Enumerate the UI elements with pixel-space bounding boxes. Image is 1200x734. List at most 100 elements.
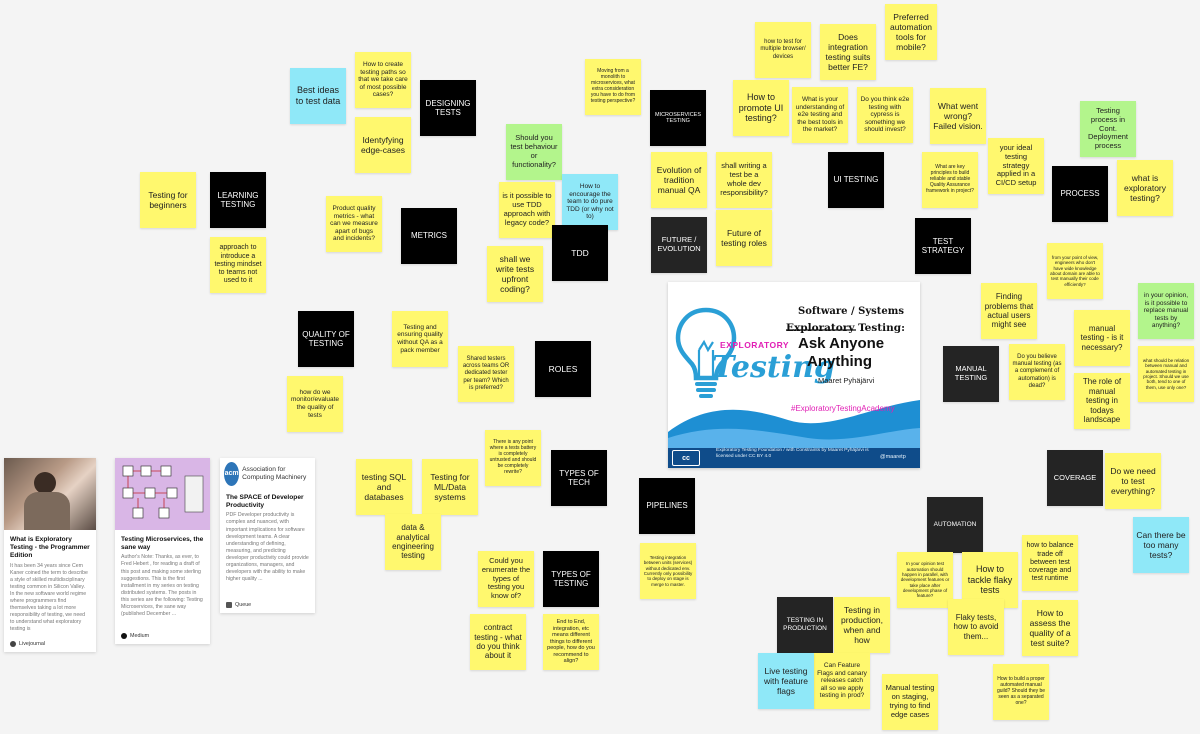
note-live-testing-feature-flags[interactable]: Live testing with feature flags bbox=[758, 653, 814, 709]
note-testing-ml[interactable]: Testing for ML/Data systems bbox=[422, 459, 478, 515]
presentation-slide[interactable]: EXPLORATORY Testing Software / Systems E… bbox=[668, 282, 920, 468]
note-your-ideal-testing-strategy[interactable]: your ideal testing strategy applied in a… bbox=[988, 138, 1044, 194]
note-test-behaviour[interactable]: Should you test behaviour or functionali… bbox=[506, 124, 562, 180]
note-text: Can there be too many tests? bbox=[1136, 529, 1186, 560]
note-integration-testing-fe[interactable]: Does integration testing suits better FE… bbox=[820, 24, 876, 80]
label-future-evolution[interactable]: FUTURE / EVOLUTION bbox=[651, 217, 707, 273]
note-text: in your opinion, is it possible to repla… bbox=[1143, 291, 1189, 330]
note-text: Can Feature Flags and canary releases ca… bbox=[817, 661, 867, 700]
label-manual-testing[interactable]: MANUAL TESTING bbox=[943, 346, 999, 402]
note-believe-manual-testing[interactable]: Do you believe manual testing (as a comp… bbox=[1009, 344, 1065, 400]
card-testing-microservices[interactable]: Testing Microservices, the sane way Auth… bbox=[115, 458, 210, 644]
note-text: FUTURE / EVOLUTION bbox=[657, 235, 701, 253]
note-testing-sql[interactable]: testing SQL and databases bbox=[356, 459, 412, 515]
note-end-to-end-integration[interactable]: End to End, integration, etc means diffe… bbox=[543, 614, 599, 670]
note-testing-process-cd[interactable]: Testing process in Cont. Deployment proc… bbox=[1080, 101, 1136, 157]
label-designing-tests[interactable]: DESIGNING TESTS bbox=[420, 80, 476, 136]
note-monitor-quality[interactable]: how do we monitor/evaluate the quality o… bbox=[287, 376, 343, 432]
note-contract-testing[interactable]: contract testing - what do you think abo… bbox=[470, 614, 526, 670]
note-evolution-manual-qa[interactable]: Evolution of tradition manual QA bbox=[651, 152, 707, 208]
label-coverage[interactable]: COVERAGE bbox=[1047, 450, 1103, 506]
label-metrics[interactable]: METRICS bbox=[401, 208, 457, 264]
note-automation-parallel[interactable]: In your opinion test automation should h… bbox=[897, 552, 953, 608]
label-learning-testing[interactable]: LEARNING TESTING bbox=[210, 172, 266, 228]
note-testing-integration-units[interactable]: Testing integration between units (servi… bbox=[640, 543, 696, 599]
note-text: Do you believe manual testing (as a comp… bbox=[1012, 354, 1062, 389]
note-manual-testing-necessary[interactable]: manual testing - is it necessary? bbox=[1074, 310, 1130, 366]
note-text: how to balance trade off between test co… bbox=[1026, 542, 1074, 583]
note-text: shall we write tests upfront coding? bbox=[495, 253, 535, 295]
note-testing-ensuring-quality[interactable]: Testing and ensuring quality without QA … bbox=[392, 311, 448, 367]
note-can-there-be-too-many[interactable]: Can there be too many tests? bbox=[1133, 517, 1189, 573]
note-test-everything[interactable]: Do we need to test everything? bbox=[1105, 453, 1161, 509]
label-pipelines[interactable]: PIPELINES bbox=[639, 478, 695, 534]
note-feature-flags-canary[interactable]: Can Feature Flags and canary releases ca… bbox=[814, 653, 870, 709]
note-how-to-create-testing-paths[interactable]: How to create testing paths so that we t… bbox=[355, 52, 411, 108]
note-understanding-e2e[interactable]: What is your understanding of e2e testin… bbox=[792, 87, 848, 143]
note-e2e-cypress[interactable]: Do you think e2e testing with cypress is… bbox=[857, 87, 913, 143]
note-tackle-flaky-tests[interactable]: How to tackle flaky tests bbox=[962, 552, 1018, 608]
note-what-is-exploratory-testing[interactable]: what is exploratory testing? bbox=[1117, 160, 1173, 216]
label-process[interactable]: PROCESS bbox=[1052, 166, 1108, 222]
slide-title-line4: Anything bbox=[807, 353, 872, 370]
note-engineers-manual-testing[interactable]: from your point of view, engineers who d… bbox=[1047, 243, 1103, 299]
note-replace-manual-tests[interactable]: in your opinion, is it possible to repla… bbox=[1138, 283, 1194, 339]
note-best-ideas-to-test-data[interactable]: Best ideas to test data bbox=[290, 68, 346, 124]
note-shall-writing-test[interactable]: shall writing a test be a whole dev resp… bbox=[716, 152, 772, 208]
note-finding-problems[interactable]: Finding problems that actual users might… bbox=[981, 283, 1037, 339]
note-approach-testing-mindset[interactable]: approach to introduce a testing mindset … bbox=[210, 237, 266, 293]
note-key-principles-qa[interactable]: What are key principles to build reliabl… bbox=[922, 152, 978, 208]
note-text: Testing for ML/Data systems bbox=[430, 471, 470, 502]
note-text: testing SQL and databases bbox=[361, 471, 407, 502]
card-title: Testing Microservices, the sane way bbox=[121, 536, 204, 552]
note-text: manual testing - is it necessary? bbox=[1080, 323, 1124, 352]
note-how-to-promote-ui-testing[interactable]: How to promote UI testing? bbox=[733, 80, 789, 136]
label-automation[interactable]: AUTOMATION bbox=[927, 497, 983, 553]
label-test-strategy[interactable]: TEST STRATEGY bbox=[915, 218, 971, 274]
note-assess-quality-suite[interactable]: How to assess the quality of a test suit… bbox=[1022, 600, 1078, 656]
label-roles[interactable]: ROLES bbox=[535, 341, 591, 397]
note-text: PROCESS bbox=[1060, 189, 1100, 199]
note-relation-manual-automated[interactable]: what should be relation between manual a… bbox=[1138, 346, 1194, 402]
note-how-to-test-multiple-browsers[interactable]: how to test for multiple browser/ device… bbox=[755, 22, 811, 78]
card-excerpt: PDF Developer productivity is complex an… bbox=[226, 512, 309, 582]
note-future-testing-roles[interactable]: Future of testing roles bbox=[716, 210, 772, 266]
note-shared-testers[interactable]: Shared testers across teams OR dedicated… bbox=[458, 346, 514, 402]
label-types-of-testing[interactable]: TYPES OF TESTING bbox=[543, 551, 599, 607]
note-how-to-encourage-tdd[interactable]: How to encourage the team to do pure TDD… bbox=[562, 174, 618, 230]
note-tests-battery-untrusted[interactable]: There is any point where a tests battery… bbox=[485, 430, 541, 486]
label-ui-testing[interactable]: UI TESTING bbox=[828, 152, 884, 208]
label-testing-in-production[interactable]: TESTING IN PRODUCTION bbox=[777, 597, 833, 653]
card-excerpt: Author's Note: Thanks, as ever, to Fred … bbox=[121, 554, 203, 617]
note-what-went-wrong[interactable]: What went wrong? Failed vision. bbox=[930, 88, 986, 144]
label-tdd[interactable]: TDD bbox=[552, 225, 608, 281]
label-quality-of-testing[interactable]: QUALITY OF TESTING bbox=[298, 311, 354, 367]
note-role-of-manual-testing[interactable]: The role of manual testing in todays lan… bbox=[1074, 373, 1130, 429]
note-write-tests-upfront[interactable]: shall we write tests upfront coding? bbox=[487, 246, 543, 302]
note-tdd-legacy-code[interactable]: is it possible to use TDD approach with … bbox=[499, 182, 555, 238]
note-moving-from-monolith[interactable]: Moving from a monolith to microservices,… bbox=[585, 59, 641, 115]
note-text: TYPES OF TECH bbox=[559, 468, 599, 487]
note-balance-coverage-runtime[interactable]: how to balance trade off between test co… bbox=[1022, 535, 1078, 591]
label-microservices-testing[interactable]: MICROSERVICES TESTING bbox=[650, 90, 706, 146]
card-excerpt: It has been 34 years since Cem Kaner coi… bbox=[10, 562, 88, 632]
note-identifying-edge-cases[interactable]: Identyfying edge-cases bbox=[355, 117, 411, 173]
note-product-quality-metrics[interactable]: Product quality metrics - what can we me… bbox=[326, 196, 382, 252]
note-text: PIPELINES bbox=[646, 501, 688, 511]
note-data-analytical[interactable]: data & analytical engineering testing bbox=[385, 514, 441, 570]
note-testing-in-production-when[interactable]: Testing in production, when and how bbox=[834, 597, 890, 653]
card-exploratory-testing-programmer[interactable]: What is Exploratory Testing - the Progra… bbox=[4, 458, 96, 652]
note-proper-automated-guild[interactable]: How to build a proper automated manual g… bbox=[993, 664, 1049, 720]
note-testing-for-beginners[interactable]: Testing for beginners bbox=[140, 172, 196, 228]
note-flaky-tests-avoid[interactable]: Flaky tests, how to avoid them... bbox=[948, 599, 1004, 655]
label-types-of-tech[interactable]: TYPES OF TECH bbox=[551, 450, 607, 506]
note-text: Does integration testing suits better FE… bbox=[825, 31, 871, 73]
card-space-developer-productivity[interactable]: acm Association for Computing Machinery … bbox=[220, 458, 315, 613]
note-text: Finding problems that actual users might… bbox=[984, 292, 1034, 330]
note-enumerate-types[interactable]: Could you enumerate the types of testing… bbox=[478, 551, 534, 607]
note-text: METRICS bbox=[411, 231, 447, 241]
note-preferred-automation-tools[interactable]: Preferred automation tools for mobile? bbox=[885, 4, 937, 60]
note-text: How to tackle flaky tests bbox=[967, 564, 1013, 596]
note-manual-testing-staging[interactable]: Manual testing on staging, trying to fin… bbox=[882, 674, 938, 730]
